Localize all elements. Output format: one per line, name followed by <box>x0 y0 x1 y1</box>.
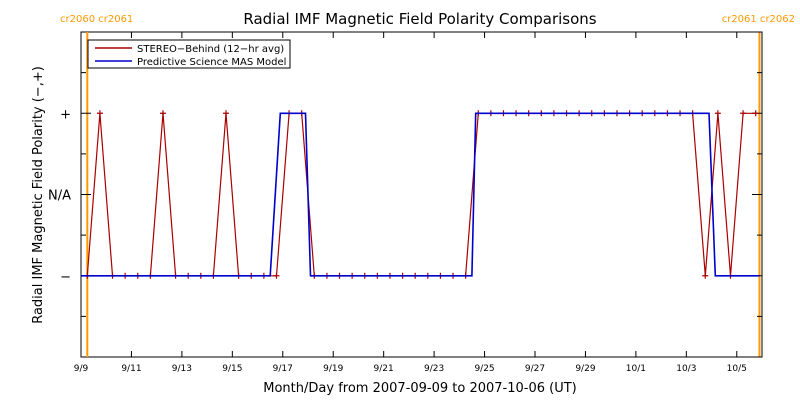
y-axis-label: Radial IMF Magnetic Field Polarity (−,+) <box>31 66 46 324</box>
x-tick-label: 10/1 <box>626 364 646 374</box>
legend-box <box>87 39 291 69</box>
x-tick-label: 10/5 <box>727 364 747 374</box>
data-point-stereo <box>752 110 759 117</box>
data-point-stereo <box>96 110 103 117</box>
x-tick-label: 9/29 <box>575 364 595 374</box>
x-tick-label: 9/17 <box>273 364 293 374</box>
x-tick-label: 9/15 <box>222 364 242 374</box>
x-tick-label: 9/11 <box>121 364 141 374</box>
y-tick-label: − <box>60 270 71 285</box>
y-tick-label: N/A <box>48 189 71 204</box>
data-point-stereo <box>714 110 721 117</box>
x-tick-label: 9/23 <box>424 364 444 374</box>
series-line-stereo <box>86 112 756 277</box>
data-point-stereo <box>223 110 230 117</box>
y-tick-label: + <box>60 107 71 122</box>
x-tick-label: 9/13 <box>172 364 192 374</box>
data-point-stereo <box>740 110 747 117</box>
x-tick-label: 9/19 <box>323 364 343 374</box>
plot-frame <box>80 31 763 358</box>
carrington-label-right: cr2061 cr2062 <box>722 14 795 25</box>
chart-title: Radial IMF Magnetic Field Polarity Compa… <box>243 10 596 28</box>
series-group <box>81 110 760 279</box>
legend: STEREO−Behind (12−hr avg) Predictive Sci… <box>87 39 291 69</box>
x-tick-label: 9/9 <box>74 364 89 374</box>
axis-ticks: 9/9 9/11 9/13 9/15 9/17 9/19 9/21 9/23 9/25 9/27 9… <box>48 31 762 374</box>
x-tick-label: 9/21 <box>374 364 394 374</box>
data-point-stereo <box>273 272 280 279</box>
x-tick-label: 10/3 <box>676 364 696 374</box>
x-axis-label: Month/Day from 2007-09-09 to 2007-10-06 … <box>263 381 576 396</box>
x-tick-label: 9/25 <box>474 364 494 374</box>
carrington-label-left: cr2060 cr2061 <box>60 14 133 25</box>
legend-label-model: Predictive Science MAS Model <box>137 57 286 68</box>
series-line-model <box>81 112 760 277</box>
legend-label-stereo: STEREO−Behind (12−hr avg) <box>137 44 284 55</box>
data-point-stereo <box>702 272 709 279</box>
data-point-stereo <box>159 110 166 117</box>
x-tick-label: 9/27 <box>525 364 545 374</box>
